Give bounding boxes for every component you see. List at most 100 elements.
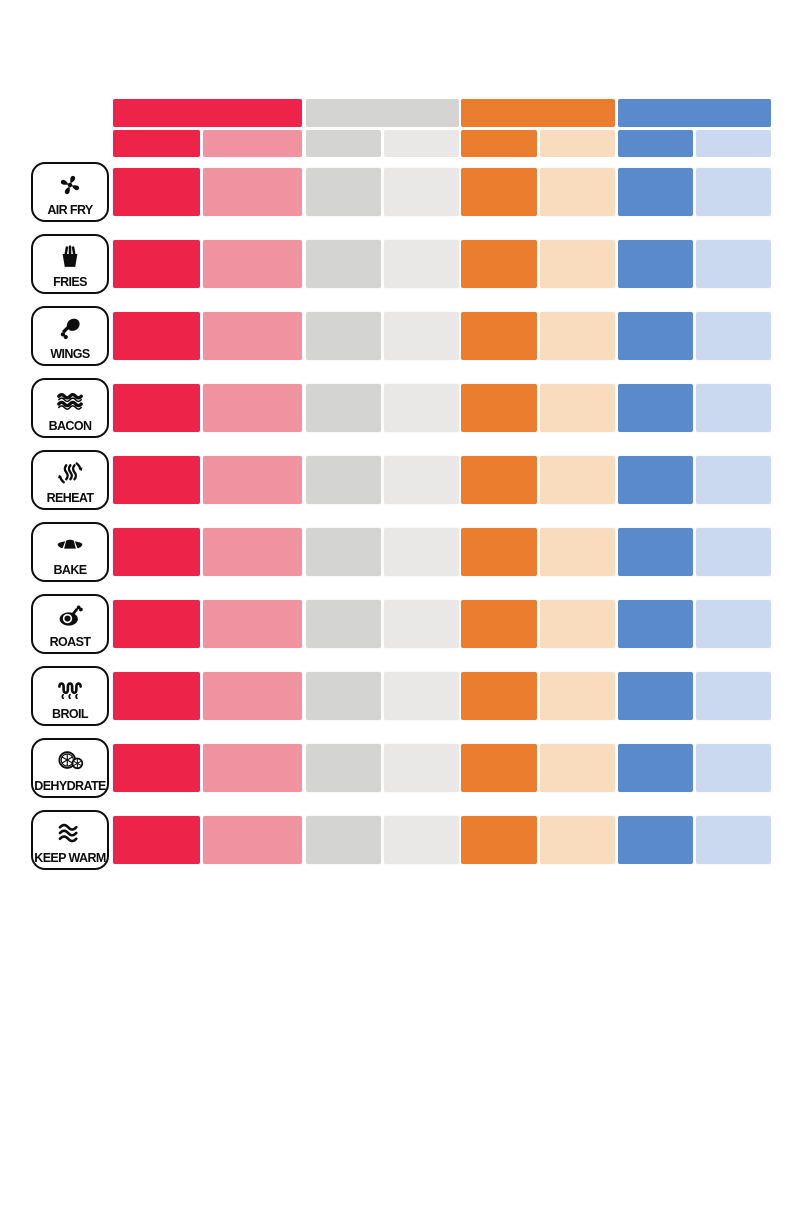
grid-cell <box>113 672 200 720</box>
mode-label: BROIL <box>52 706 88 721</box>
grid-cell <box>540 816 615 864</box>
roast-turkey-icon <box>33 596 107 636</box>
grid-cell <box>306 168 381 216</box>
grid-cell <box>461 456 537 504</box>
mode-card-dehydrate: DEHYDRATE <box>31 738 109 798</box>
grid-cell <box>203 384 302 432</box>
header-subcolumn-cell-orange <box>461 130 537 157</box>
grid-cell <box>306 816 381 864</box>
grid-cell <box>203 312 302 360</box>
mode-label: BACON <box>48 418 92 433</box>
grid-cell <box>113 600 200 648</box>
grid-cell <box>203 600 302 648</box>
grid-cell <box>540 744 615 792</box>
grid-cell <box>540 672 615 720</box>
grid-cell <box>696 384 771 432</box>
grid-cell <box>696 672 771 720</box>
grid-cell <box>113 744 200 792</box>
grid-cell <box>113 456 200 504</box>
mode-label: AIR FRY <box>47 202 93 217</box>
grid-cell <box>203 672 302 720</box>
mode-label: REHEAT <box>46 490 94 505</box>
grid-cell <box>384 744 459 792</box>
grid-cell <box>540 240 615 288</box>
grid-cell <box>461 600 537 648</box>
mode-card-fries: FRIES <box>31 234 109 294</box>
grid-cell <box>203 528 302 576</box>
grid-cell <box>306 312 381 360</box>
grid-cell <box>384 312 459 360</box>
grid-cell <box>618 816 693 864</box>
grid-cell <box>113 168 200 216</box>
header-subcolumn-cell-pink <box>203 130 302 157</box>
header-group-bar-orange <box>461 99 615 127</box>
bacon-icon <box>33 380 107 420</box>
grid-cell <box>696 312 771 360</box>
grid-cell <box>618 744 693 792</box>
grid-cell <box>203 456 302 504</box>
grid-cell <box>618 528 693 576</box>
header-group-bar-blue <box>618 99 771 127</box>
grid-cell <box>384 528 459 576</box>
grid-cell <box>203 168 302 216</box>
grid-cell <box>696 600 771 648</box>
grid-cell <box>618 600 693 648</box>
header-subcolumn-cell-light_gray <box>384 130 459 157</box>
grid-cell <box>384 240 459 288</box>
fan-icon <box>33 164 107 204</box>
mode-label: ROAST <box>49 634 91 649</box>
header-subcolumn-cell-light_blue <box>696 130 771 157</box>
mode-label: FRIES <box>53 274 87 289</box>
grid-cell <box>461 384 537 432</box>
grid-cell <box>461 528 537 576</box>
mode-card-reheat: REHEAT <box>31 450 109 510</box>
grid-cell <box>540 168 615 216</box>
grid-cell <box>306 384 381 432</box>
header-subcolumn-cell-peach <box>540 130 615 157</box>
grid-cell <box>461 672 537 720</box>
grid-cell <box>540 456 615 504</box>
drumstick-icon <box>33 308 107 348</box>
grid-cell <box>461 816 537 864</box>
mode-card-air-fry: AIR FRY <box>31 162 109 222</box>
grid-cell <box>461 312 537 360</box>
grid-cell <box>618 384 693 432</box>
mode-card-keep-warm: KEEP WARM <box>31 810 109 870</box>
grid-cell <box>113 816 200 864</box>
broil-coil-icon <box>33 668 107 708</box>
grid-cell <box>306 240 381 288</box>
grid-cell <box>696 744 771 792</box>
grid-cell <box>461 744 537 792</box>
mode-label: WINGS <box>50 346 90 361</box>
grid-cell <box>696 528 771 576</box>
header-group-bar-red <box>113 99 302 127</box>
citrus-slices-icon <box>33 740 107 780</box>
mode-card-broil: BROIL <box>31 666 109 726</box>
grid-cell <box>113 240 200 288</box>
grid-cell <box>696 456 771 504</box>
grid-cell <box>540 600 615 648</box>
grid-cell <box>540 312 615 360</box>
grid-cell <box>113 384 200 432</box>
grid-cell <box>384 168 459 216</box>
grid-cell <box>618 456 693 504</box>
grid-cell <box>540 528 615 576</box>
grid-cell <box>696 816 771 864</box>
mode-label: DEHYDRATE <box>34 778 106 793</box>
grid-cell <box>461 240 537 288</box>
grid-cell <box>306 600 381 648</box>
grid-cell <box>113 528 200 576</box>
grid-cell <box>203 240 302 288</box>
grid-cell <box>618 168 693 216</box>
grid-cell <box>384 672 459 720</box>
grid-cell <box>306 456 381 504</box>
header-group-bar-gray <box>306 99 459 127</box>
grid-cell <box>696 240 771 288</box>
grid-cell <box>203 744 302 792</box>
grid-cell <box>696 168 771 216</box>
header-subcolumn-cell-red <box>113 130 200 157</box>
grid-cell <box>618 312 693 360</box>
grid-cell <box>384 456 459 504</box>
header-subcolumn-cell-gray <box>306 130 381 157</box>
